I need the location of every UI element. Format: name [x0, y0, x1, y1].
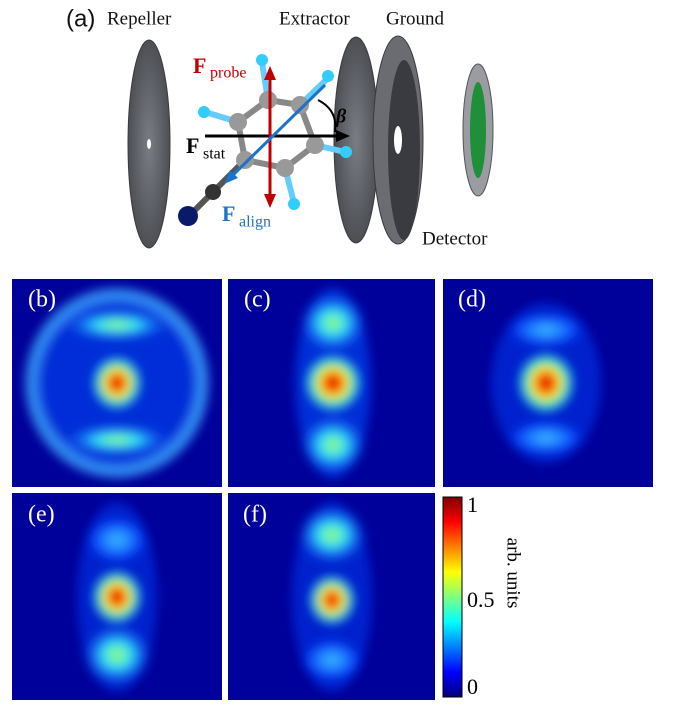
panel-label: (d)	[458, 287, 486, 313]
plate-hole	[147, 139, 151, 149]
extractor-label: Extractor	[279, 8, 350, 29]
detector-label: Detector	[422, 228, 488, 249]
panel-label: (e)	[28, 502, 55, 528]
panel-label: (a)	[66, 5, 95, 32]
image-panel: (d)	[443, 279, 653, 487]
page: {"diagram": {"panel_label": "(a)", "labe…	[0, 0, 673, 706]
image-panel: (f)	[228, 493, 435, 700]
repeller-label: Repeller	[107, 8, 172, 29]
ground-label: Ground	[386, 8, 445, 29]
colorbar-tick-label: 0	[467, 674, 478, 699]
probe-subscript: probe	[210, 65, 246, 82]
colorbar-label: arb. units	[503, 538, 524, 609]
arrowhead	[264, 194, 276, 208]
plate-hole	[394, 126, 402, 154]
angle-symbol: β	[335, 106, 347, 128]
panel-label: (f)	[243, 502, 267, 528]
stat-symbol: F	[186, 133, 199, 158]
panel-label: (c)	[244, 287, 271, 313]
image-panel: (c)	[228, 279, 435, 487]
image-panel: (e)	[12, 493, 222, 700]
ground-inner	[388, 60, 420, 240]
colorbar-tick-label: 1	[467, 492, 478, 517]
probe-symbol: F	[193, 53, 206, 78]
detector-phosphor	[470, 82, 486, 178]
setup-diagram: (a) Repeller Extractor Ground Detector F…	[66, 5, 493, 249]
angle-arc	[318, 100, 335, 132]
image-panel: (b)	[12, 279, 222, 487]
figure: (a) Repeller Extractor Ground Detector F…	[0, 0, 673, 706]
colorbar-tick-label: 0.5	[467, 587, 495, 612]
align-symbol: F	[222, 201, 235, 226]
stat-subscript: stat	[203, 146, 226, 163]
align-subscript: align	[239, 214, 271, 231]
colorbar: 1 0.5 0 arb. units	[443, 492, 524, 699]
panel-label: (b)	[28, 287, 56, 313]
